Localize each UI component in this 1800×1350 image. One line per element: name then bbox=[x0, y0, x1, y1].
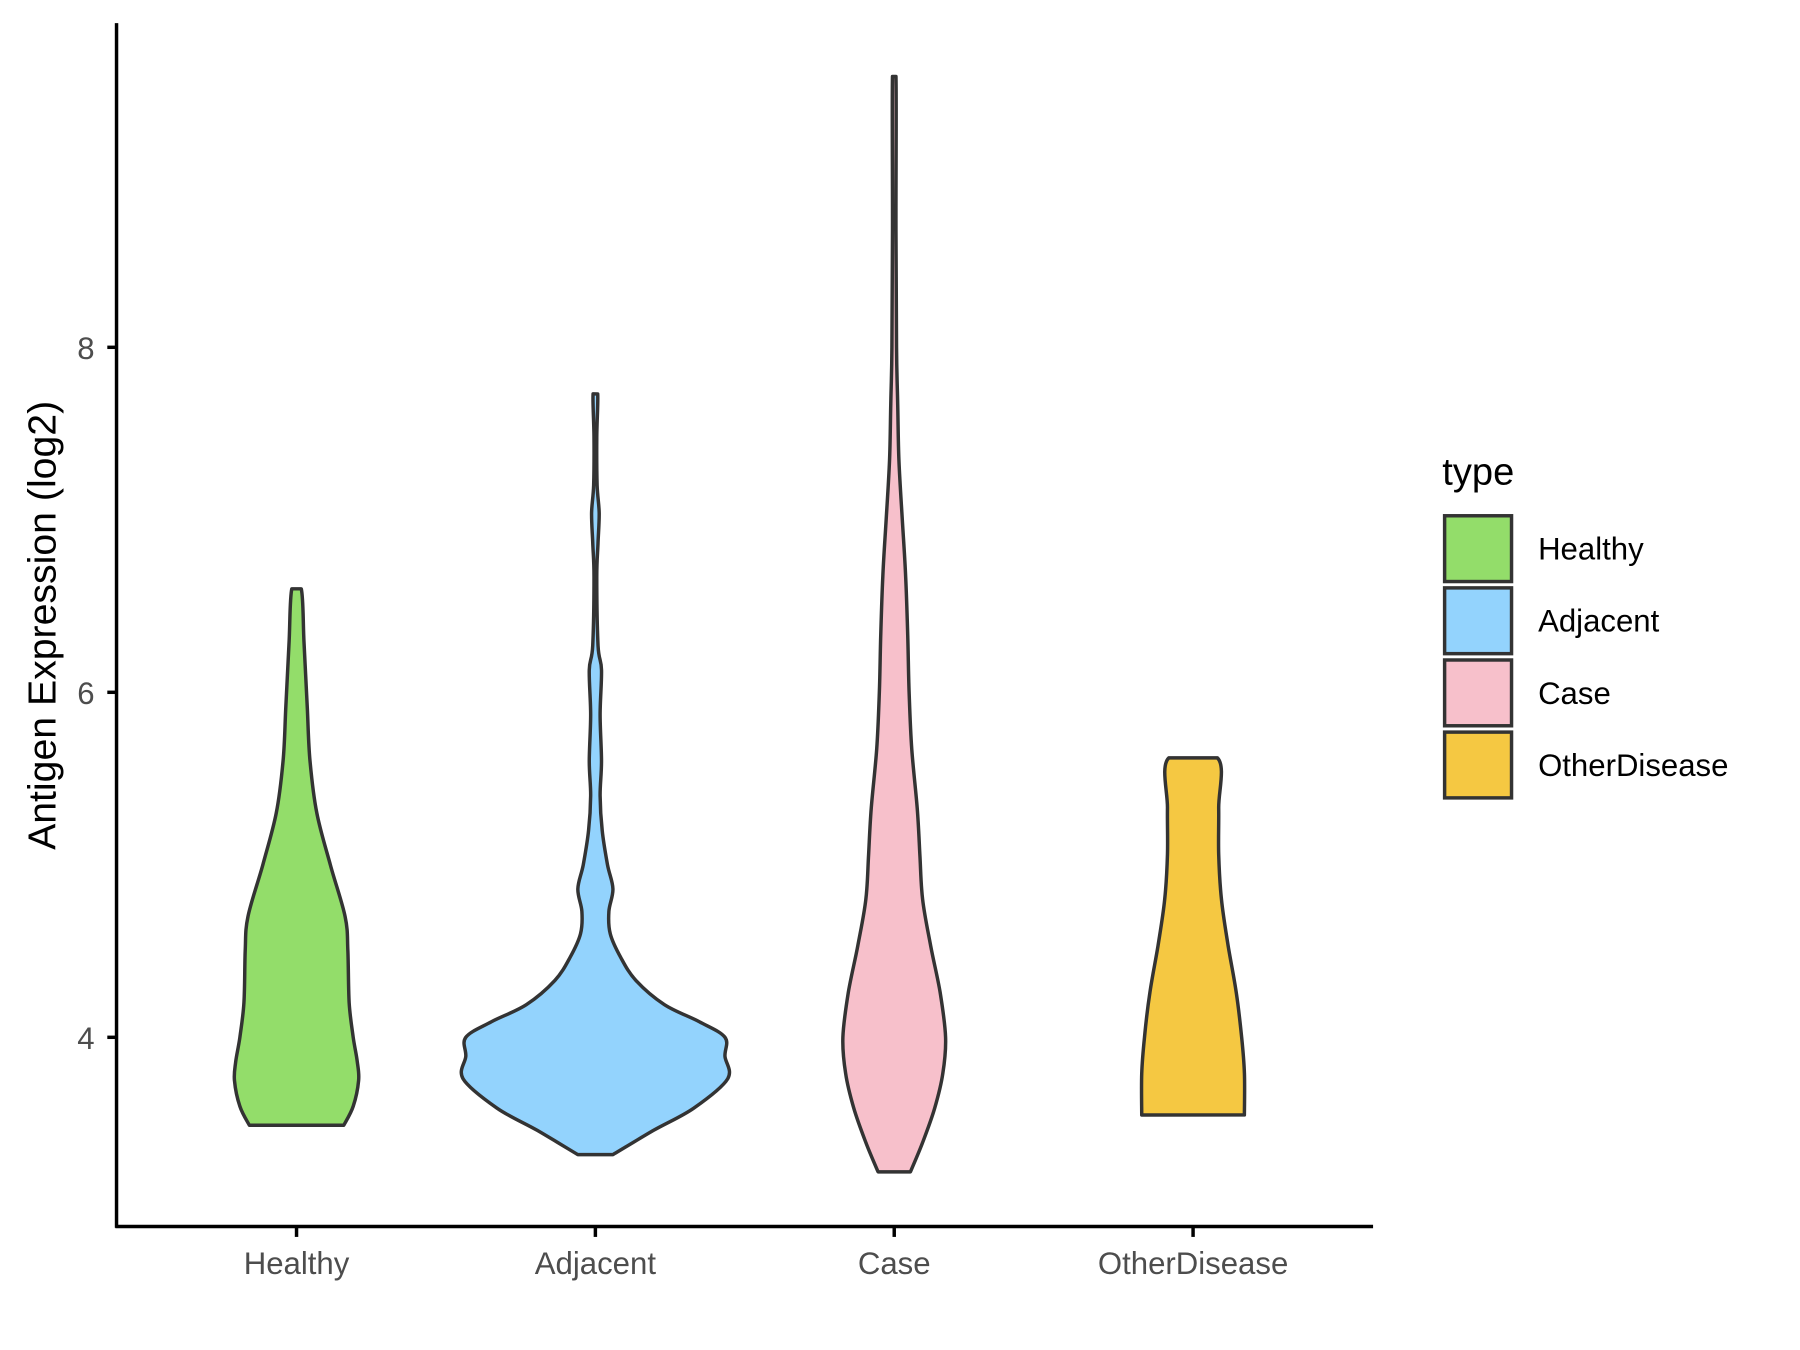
y-ticks: 4 6 8 bbox=[77, 331, 117, 1056]
x-tick-label: Adjacent bbox=[535, 1246, 657, 1281]
legend-label: OtherDisease bbox=[1538, 748, 1728, 783]
x-tick-label: Healthy bbox=[244, 1246, 350, 1281]
violin-adjacent bbox=[459, 392, 732, 1157]
legend-key-otherdisease bbox=[1442, 730, 1514, 800]
legend: type Healthy Adjacent Case OtherDisease bbox=[1442, 452, 1728, 800]
violin-otherdisease bbox=[1139, 756, 1247, 1117]
violin-case bbox=[841, 74, 948, 1174]
x-tick-label: OtherDisease bbox=[1098, 1246, 1288, 1281]
violin-healthy bbox=[232, 587, 361, 1128]
legend-key-case bbox=[1442, 658, 1514, 728]
x-ticks: Healthy Adjacent Case OtherDisease bbox=[244, 1226, 1288, 1281]
legend-title: type bbox=[1442, 452, 1514, 494]
y-tick-label: 6 bbox=[77, 676, 94, 711]
legend-label: Healthy bbox=[1538, 532, 1644, 567]
y-axis-label: Antigen Expression (log2) bbox=[20, 401, 64, 850]
legend-label: Case bbox=[1538, 676, 1611, 711]
y-tick-label: 4 bbox=[77, 1021, 94, 1056]
legend-key-adjacent bbox=[1442, 586, 1514, 656]
violins bbox=[232, 74, 1247, 1174]
x-tick-label: Case bbox=[858, 1246, 931, 1281]
legend-label: Adjacent bbox=[1538, 604, 1660, 639]
legend-key-healthy bbox=[1442, 514, 1514, 584]
y-tick-label: 8 bbox=[77, 331, 94, 366]
